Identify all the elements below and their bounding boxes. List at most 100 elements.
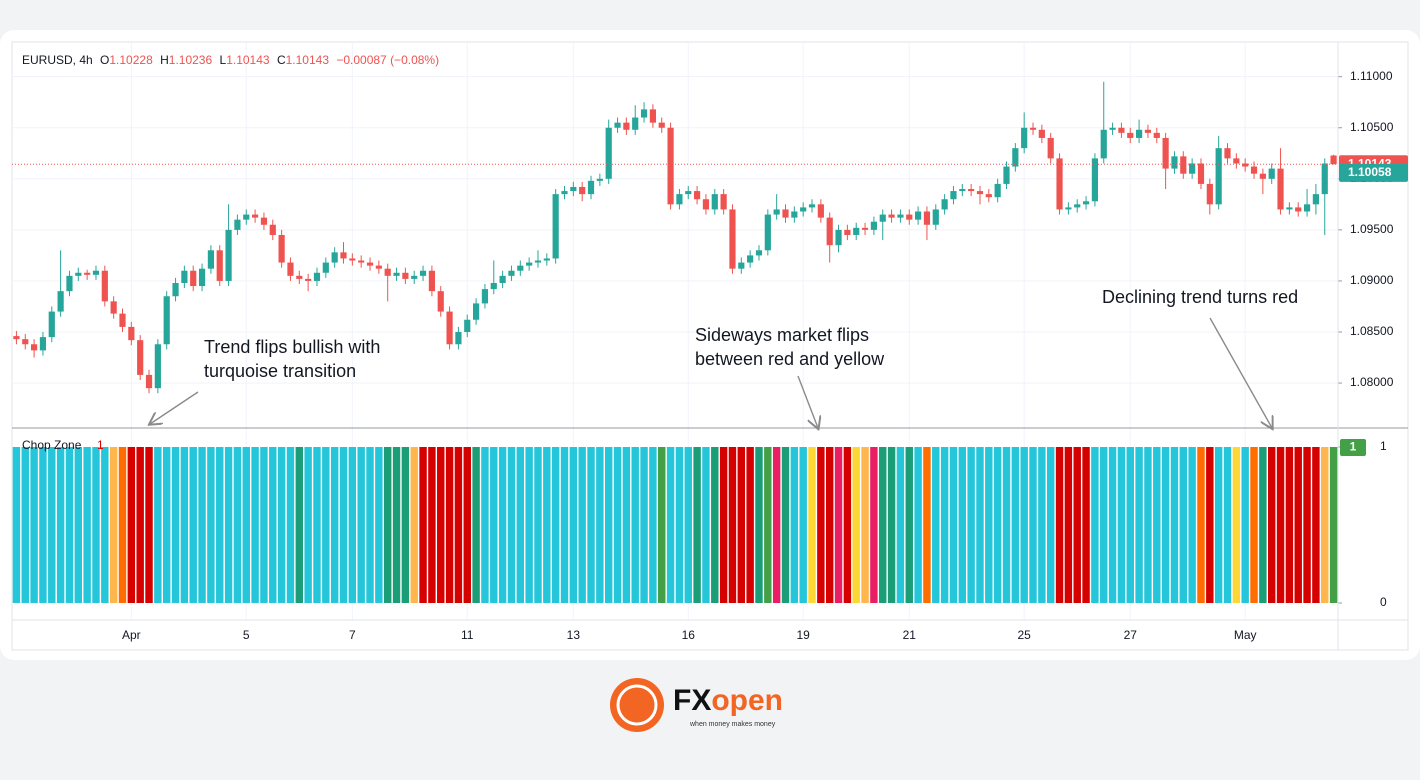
candle-body bbox=[817, 204, 824, 218]
logo-mark-inner bbox=[616, 684, 658, 726]
bar bbox=[799, 447, 807, 603]
candle-body bbox=[517, 265, 524, 271]
candle-body bbox=[163, 296, 170, 345]
candle-body bbox=[835, 229, 842, 246]
candle-body bbox=[543, 258, 550, 261]
candle-body bbox=[888, 214, 895, 218]
bar bbox=[180, 447, 189, 603]
bar bbox=[295, 447, 304, 603]
bar bbox=[578, 447, 586, 603]
bar bbox=[781, 447, 790, 603]
bar bbox=[313, 447, 321, 603]
bar bbox=[1303, 447, 1311, 603]
candle-body bbox=[1277, 168, 1284, 210]
candle-body bbox=[649, 109, 656, 123]
candle-body bbox=[366, 262, 374, 266]
price-label: 1.10058 bbox=[1348, 165, 1392, 179]
candle-body bbox=[738, 262, 745, 269]
bar bbox=[357, 447, 365, 603]
bar bbox=[613, 447, 622, 603]
candle-body bbox=[358, 260, 365, 263]
bar bbox=[1321, 447, 1329, 603]
candle-body bbox=[782, 209, 789, 218]
candle-body bbox=[110, 301, 117, 314]
bar bbox=[675, 447, 684, 603]
candle-body bbox=[1118, 127, 1125, 133]
candle-body bbox=[702, 199, 710, 210]
candle-body bbox=[172, 282, 179, 297]
candle-body bbox=[561, 191, 568, 195]
candle-body bbox=[1162, 137, 1169, 169]
candle-body bbox=[393, 272, 400, 276]
x-tick-label: 25 bbox=[1018, 628, 1032, 642]
bar bbox=[154, 447, 162, 603]
bar bbox=[366, 447, 374, 603]
candle-body bbox=[596, 178, 603, 181]
bar bbox=[604, 447, 613, 603]
candle-body bbox=[1065, 207, 1072, 210]
candle-body bbox=[861, 227, 869, 230]
bar bbox=[304, 447, 312, 603]
bar bbox=[1020, 447, 1028, 603]
annotation: Trend flips bullish with bbox=[204, 337, 380, 357]
bar bbox=[1073, 447, 1081, 603]
candle-body bbox=[437, 291, 444, 312]
price-badge bbox=[1339, 163, 1408, 182]
candle-body bbox=[269, 224, 276, 235]
y-tick-label: 1 bbox=[1380, 439, 1387, 453]
bar bbox=[569, 447, 578, 603]
bar bbox=[375, 447, 383, 603]
candle-body bbox=[145, 374, 153, 389]
candle-body bbox=[48, 311, 55, 338]
candle-body bbox=[481, 289, 489, 304]
header-value: 1.10143 bbox=[286, 53, 330, 67]
candle-body bbox=[1242, 163, 1249, 167]
bar bbox=[1153, 447, 1161, 603]
candle-body bbox=[720, 194, 727, 210]
bar bbox=[693, 447, 701, 603]
bar bbox=[1250, 447, 1258, 603]
annotation: turquoise transition bbox=[204, 361, 356, 381]
candle-body bbox=[773, 209, 780, 215]
y-tick-label: 1.10500 bbox=[1350, 120, 1394, 134]
bar bbox=[1117, 447, 1126, 603]
header-key: H bbox=[160, 53, 169, 67]
bar bbox=[1082, 447, 1090, 603]
bar bbox=[958, 447, 967, 603]
bar bbox=[12, 447, 21, 603]
bar bbox=[1267, 447, 1276, 603]
indicator-title: Chop Zone bbox=[22, 438, 82, 452]
bar bbox=[887, 447, 896, 603]
bar bbox=[1100, 447, 1108, 603]
candle-body bbox=[791, 211, 798, 218]
candle-body bbox=[570, 186, 577, 192]
bar bbox=[737, 447, 746, 603]
bar bbox=[596, 447, 604, 603]
annotations: Trend flips bullish with turquoise trans… bbox=[150, 287, 1298, 428]
bar bbox=[587, 447, 595, 603]
candle-body bbox=[747, 255, 754, 263]
bar bbox=[808, 447, 816, 603]
candle-body bbox=[499, 275, 506, 283]
candle-body bbox=[923, 211, 931, 225]
bar bbox=[507, 447, 516, 603]
x-tick-label: 7 bbox=[349, 628, 356, 642]
candle-body bbox=[711, 194, 718, 210]
candle-body bbox=[446, 311, 453, 345]
bar bbox=[711, 447, 719, 603]
candle-body bbox=[66, 275, 73, 292]
candle-body bbox=[906, 214, 913, 220]
y-tick-label: 1.09500 bbox=[1350, 222, 1394, 236]
bar bbox=[1179, 447, 1188, 603]
bar bbox=[1029, 447, 1037, 603]
candle-body bbox=[985, 194, 992, 198]
x-tick-label: 13 bbox=[567, 628, 581, 642]
header-value: 1.10228 bbox=[109, 53, 153, 67]
bar bbox=[401, 447, 410, 603]
bar bbox=[1276, 447, 1285, 603]
bar bbox=[339, 447, 348, 603]
candle-body bbox=[1259, 173, 1266, 179]
candle-body bbox=[1224, 148, 1231, 159]
candle-body bbox=[1109, 127, 1116, 130]
bar bbox=[1223, 447, 1232, 603]
